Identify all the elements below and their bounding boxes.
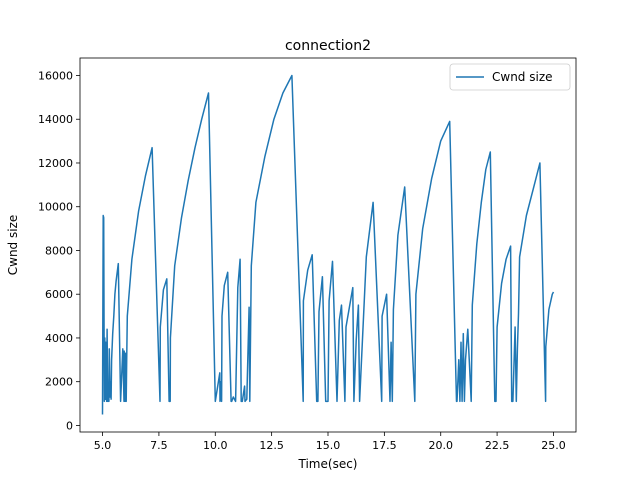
legend: Cwnd size [449,63,571,91]
x-tick-label: 10.0 [203,439,228,452]
y-tick-label: 16000 [38,69,73,82]
chart-title: connection2 [285,38,371,54]
y-tick-label: 6000 [45,288,73,301]
x-tick-label: 5.0 [94,439,112,452]
x-tick-label: 22.5 [485,439,510,452]
y-tick-label: 2000 [45,376,73,389]
x-tick-label: 7.5 [150,439,168,452]
y-tick-label: 10000 [38,201,73,214]
y-tick-label: 14000 [38,113,73,126]
y-tick-label: 12000 [38,157,73,170]
y-tick-label: 8000 [45,244,73,257]
x-tick-label: 15.0 [316,439,341,452]
x-tick-label: 25.0 [541,439,566,452]
y-axis-label: Cwnd size [6,215,20,276]
series-line-0 [101,74,555,415]
x-tick-label: 12.5 [259,439,284,452]
x-axis-label: Time(sec) [298,457,358,471]
legend-box [449,63,571,91]
plot-area: 5.0 7.5 10.0 12.5 15.0 17.5 20.0 22.5 25.0 0 2000 4… [38,57,577,452]
y-tick-label: 4000 [45,332,73,345]
y-tick-label: 0 [66,419,73,432]
x-tick-label: 20.0 [428,439,453,452]
legend-label: Cwnd size [492,70,553,84]
x-tick-label: 17.5 [372,439,397,452]
